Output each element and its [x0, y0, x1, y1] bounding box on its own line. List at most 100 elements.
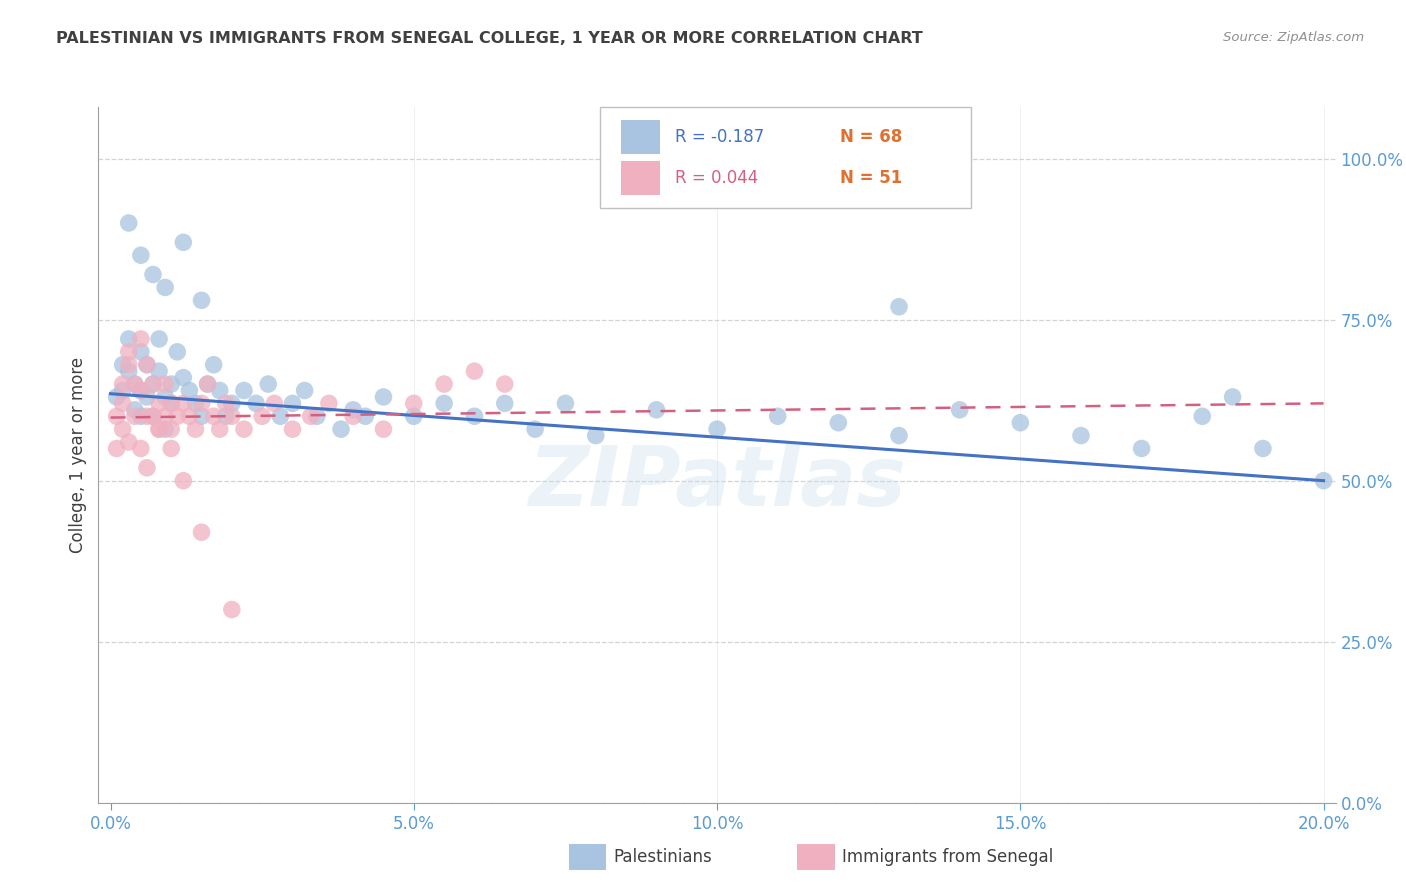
Point: [129, 384, 152, 398]
Point: [148, 364, 170, 378]
Point: [281, 396, 304, 410]
Text: N = 51: N = 51: [839, 169, 901, 187]
Point: [142, 377, 165, 392]
Point: [118, 344, 141, 359]
Point: [172, 235, 194, 250]
Point: [354, 409, 377, 424]
Point: [105, 409, 128, 424]
Point: [111, 377, 134, 392]
Point: [221, 409, 243, 424]
Point: [330, 422, 353, 436]
Point: [179, 384, 201, 398]
Point: [160, 377, 183, 392]
Point: [142, 377, 165, 392]
Text: Source: ZipAtlas.com: Source: ZipAtlas.com: [1223, 31, 1364, 45]
Bar: [620, 161, 661, 194]
Text: Palestinians: Palestinians: [613, 848, 711, 866]
Point: [129, 384, 152, 398]
Point: [124, 409, 146, 424]
Text: PALESTINIAN VS IMMIGRANTS FROM SENEGAL COLLEGE, 1 YEAR OR MORE CORRELATION CHART: PALESTINIAN VS IMMIGRANTS FROM SENEGAL C…: [56, 31, 922, 46]
Point: [257, 377, 280, 392]
Point: [129, 332, 152, 346]
Point: [184, 422, 207, 436]
Point: [190, 396, 212, 410]
Point: [190, 525, 212, 540]
Point: [136, 358, 159, 372]
Point: [305, 409, 328, 424]
Point: [585, 428, 607, 442]
Point: [706, 422, 728, 436]
Point: [949, 402, 972, 417]
Point: [524, 422, 547, 436]
Point: [463, 364, 485, 378]
Text: R = -0.187: R = -0.187: [675, 128, 765, 145]
Point: [245, 396, 267, 410]
Point: [233, 384, 256, 398]
Point: [1070, 428, 1092, 442]
Point: [1130, 442, 1153, 456]
Point: [160, 442, 183, 456]
Point: [645, 402, 668, 417]
Point: [402, 409, 425, 424]
Point: [433, 396, 456, 410]
Text: Immigrants from Senegal: Immigrants from Senegal: [842, 848, 1053, 866]
Point: [166, 409, 188, 424]
Point: [294, 384, 316, 398]
Point: [118, 332, 141, 346]
Point: [197, 377, 219, 392]
Point: [148, 396, 170, 410]
Point: [373, 422, 395, 436]
Point: [148, 422, 170, 436]
Point: [129, 442, 152, 456]
Point: [184, 396, 207, 410]
Point: [190, 409, 212, 424]
Point: [172, 370, 194, 384]
Y-axis label: College, 1 year or more: College, 1 year or more: [69, 357, 87, 553]
Point: [160, 422, 183, 436]
Point: [250, 409, 273, 424]
Point: [124, 377, 146, 392]
Point: [463, 409, 485, 424]
Point: [172, 474, 194, 488]
Point: [1251, 442, 1274, 456]
Point: [129, 344, 152, 359]
Point: [1010, 416, 1032, 430]
Point: [554, 396, 576, 410]
Point: [111, 396, 134, 410]
Point: [142, 409, 165, 424]
Text: ZIPatlas: ZIPatlas: [529, 442, 905, 524]
Point: [153, 377, 176, 392]
Point: [118, 435, 141, 450]
Point: [208, 384, 231, 398]
Point: [172, 396, 194, 410]
Point: [136, 358, 159, 372]
Point: [118, 358, 141, 372]
Point: [402, 396, 425, 410]
Point: [142, 409, 165, 424]
Point: [136, 409, 159, 424]
Point: [124, 402, 146, 417]
Point: [1222, 390, 1244, 404]
Point: [148, 422, 170, 436]
Point: [153, 390, 176, 404]
Bar: [797, 844, 835, 871]
Point: [202, 409, 225, 424]
Point: [299, 409, 322, 424]
Point: [1191, 409, 1213, 424]
Point: [129, 248, 152, 262]
Point: [494, 396, 516, 410]
Point: [190, 293, 212, 308]
Point: [215, 409, 238, 424]
Point: [342, 402, 364, 417]
Point: [202, 358, 225, 372]
Point: [263, 396, 285, 410]
Point: [494, 377, 516, 392]
Point: [373, 390, 395, 404]
Point: [221, 396, 243, 410]
Point: [129, 409, 152, 424]
Point: [153, 422, 176, 436]
Point: [197, 377, 219, 392]
Point: [153, 280, 176, 294]
Point: [111, 422, 134, 436]
Point: [160, 396, 183, 410]
